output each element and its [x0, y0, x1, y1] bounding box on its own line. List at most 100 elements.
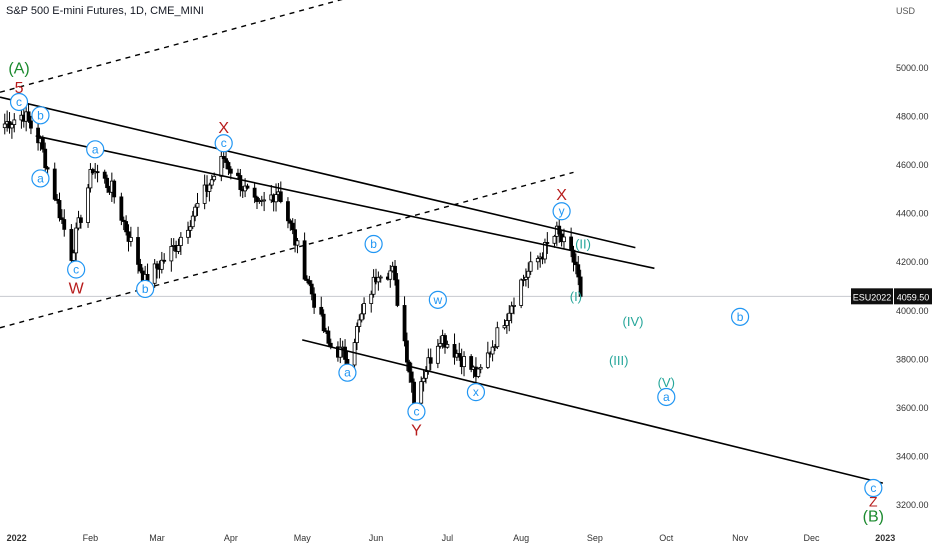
wave-label-text: b [370, 237, 377, 251]
wave-label: (V) [658, 375, 675, 390]
candle-body [52, 168, 57, 200]
candle-body [105, 177, 109, 189]
candle-body [409, 371, 414, 383]
candle-body [155, 263, 159, 269]
candle-body [490, 346, 495, 355]
candle-body [290, 222, 295, 231]
candle-body [238, 175, 243, 190]
wave-label: (I) [570, 289, 582, 304]
wave-label-circle [86, 140, 105, 159]
wave-label: (IV) [623, 314, 644, 329]
dashed-channel-line-4 [0, 171, 574, 329]
candle-body [521, 279, 526, 281]
candle-body [293, 229, 297, 246]
wave-label-circled: c [67, 260, 86, 279]
candle-body [193, 206, 198, 217]
candle-body [226, 162, 231, 170]
last-price-tag: 4059.50 [894, 288, 932, 305]
price-tick-label: 3200.00 [896, 500, 929, 510]
candle-body [343, 346, 347, 360]
price-tick-label: 4800.00 [896, 112, 929, 122]
candle-body [178, 236, 183, 246]
candle-body [512, 305, 516, 307]
wave-label-circle [67, 260, 86, 279]
candle-body [95, 171, 100, 174]
price-tick-label: 4000.00 [896, 306, 929, 316]
wave-label-circled: c [214, 134, 233, 153]
candle-body [245, 185, 250, 189]
candle-body [274, 194, 278, 203]
candle-body [424, 371, 428, 379]
candle-body [43, 148, 48, 169]
candle-body [507, 312, 512, 321]
wave-label-text: y [559, 204, 565, 218]
candle-body [69, 228, 74, 261]
wave-label-circled: y [552, 202, 571, 221]
candle-body [502, 325, 507, 329]
candle-body [462, 356, 466, 368]
candle-body [40, 138, 45, 150]
candle-body [278, 191, 283, 203]
candle-body [126, 231, 131, 242]
wave-label-circle [428, 290, 447, 309]
candle-body [79, 217, 83, 223]
candle-body [355, 326, 359, 344]
wave-label-circled: b [364, 234, 383, 254]
time-tick-label: Sep [587, 533, 603, 543]
wave-label-circled: a [31, 169, 50, 188]
wave-label-text: w [433, 293, 443, 307]
candle-body [405, 340, 409, 363]
candle-body [438, 343, 443, 347]
candle-body [86, 187, 90, 223]
candle-body [128, 237, 133, 242]
candle-body [124, 221, 129, 233]
candle-body [2, 123, 7, 129]
wave-label-text: a [92, 142, 99, 156]
time-tick-label: Apr [224, 533, 238, 543]
candle-body [493, 346, 497, 349]
candle-body [307, 280, 312, 285]
wave-label: (B) [863, 509, 884, 526]
candle-body [207, 184, 212, 192]
currency-label: USD [896, 6, 916, 16]
wave-label-circled: b [136, 279, 155, 299]
candle-body [136, 237, 140, 265]
candle-body [504, 320, 509, 326]
candle-body [419, 381, 424, 404]
price-tick-label: 4600.00 [896, 160, 929, 170]
wave-label-circled: b [730, 307, 750, 326]
candle-body [445, 344, 450, 348]
price-tick-label: 3800.00 [896, 354, 929, 364]
candle-body [219, 156, 224, 177]
chart-title: S&P 500 E-mini Futures, 1D, CME_MINI [6, 5, 204, 17]
candle-body [378, 276, 383, 279]
candle-body [209, 179, 214, 186]
candle-body [393, 265, 397, 281]
wave-label: (III) [609, 353, 629, 368]
time-tick-label: Aug [513, 533, 529, 543]
wave-label-circle [864, 478, 883, 498]
wave-label: W [69, 280, 85, 297]
candle-body [457, 353, 462, 358]
candle-body [102, 171, 107, 179]
candle-body [202, 184, 207, 204]
candle-body [309, 283, 314, 295]
candle-body [74, 227, 79, 254]
price-tick-label: 4200.00 [896, 257, 929, 267]
wave-label-text: c [16, 95, 22, 109]
candle-body [55, 198, 60, 201]
wave-label-circle [31, 106, 50, 125]
time-tick-label: May [294, 533, 312, 543]
candle-body [228, 168, 233, 174]
candle-body [29, 120, 33, 129]
candle-body [45, 167, 50, 170]
candle-body [443, 335, 447, 348]
wave-label-text: x [473, 385, 479, 399]
wave-label: 5 [15, 80, 24, 97]
wave-label-circled: c [9, 92, 29, 112]
candle-body [478, 366, 483, 370]
candle-body [552, 235, 557, 244]
candle-body [524, 276, 528, 280]
